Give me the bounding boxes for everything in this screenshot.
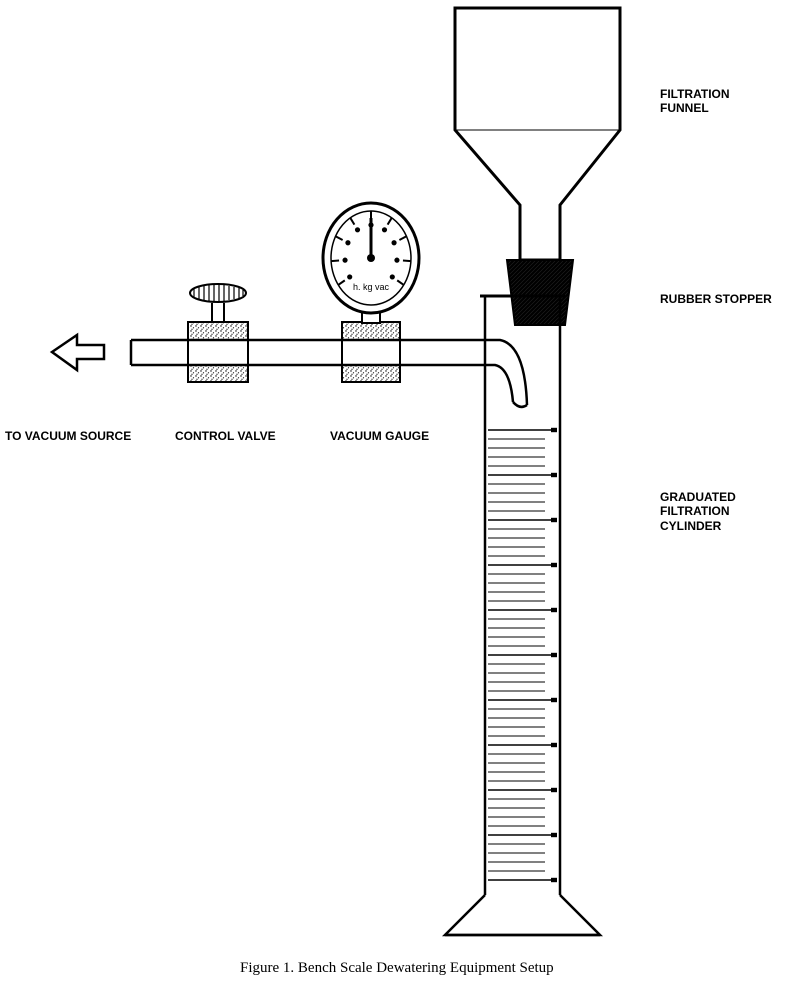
label-control-valve: CONTROL VALVE — [175, 429, 276, 443]
label-to-vacuum-source: TO VACUUM SOURCE — [5, 429, 131, 443]
control-valve — [188, 284, 248, 382]
vacuum-gauge: h. kg vac — [323, 203, 419, 382]
arrow-to-vacuum-icon — [52, 335, 104, 370]
figure-caption: Figure 1. Bench Scale Dewatering Equipme… — [240, 960, 554, 977]
side-arm-tube — [485, 340, 527, 407]
label-rubber-stopper: RUBBER STOPPER — [660, 292, 772, 306]
graduated-cylinder — [445, 296, 600, 935]
label-vacuum-gauge: VACUUM GAUGE — [330, 429, 429, 443]
gauge-unit-text: h. kg vac — [353, 282, 390, 292]
label-graduated-cylinder: GRADUATEDFILTRATIONCYLINDER — [660, 490, 736, 533]
label-filtration-funnel: FILTRATIONFUNNEL — [660, 87, 730, 116]
vacuum-pipe — [131, 340, 485, 365]
rubber-stopper — [507, 260, 573, 325]
filtration-funnel — [455, 8, 620, 260]
